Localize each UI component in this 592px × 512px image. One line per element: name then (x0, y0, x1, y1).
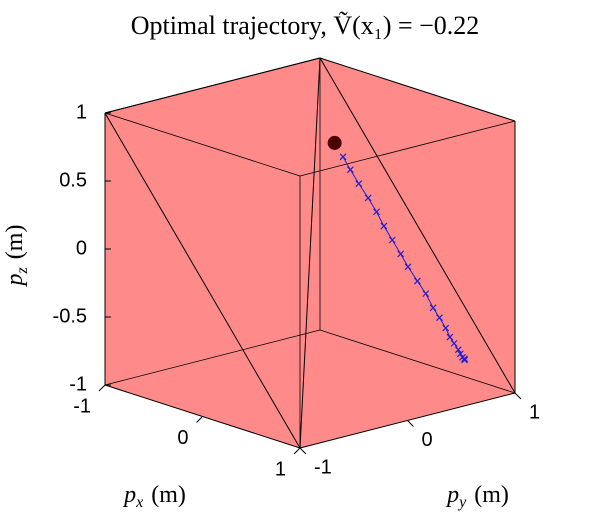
y-tick (299, 447, 307, 455)
trajectory-point (404, 263, 412, 271)
trajectory-point (429, 304, 437, 312)
cross-stroke (456, 350, 464, 358)
trajectory-point (373, 208, 380, 216)
trajectory-point (450, 339, 458, 347)
x-tick-label: 1 (275, 458, 286, 480)
trajectory-point (461, 356, 468, 364)
cross-stroke (436, 314, 443, 322)
x-tick (98, 384, 106, 392)
cross-stroke (429, 304, 437, 312)
box-edge (319, 57, 516, 394)
chart-title: Optimal trajectory, Ṽ(x₁) = −0.22 (131, 11, 480, 40)
box-edge (104, 57, 321, 114)
y-tick (514, 392, 522, 400)
cross-stroke (422, 290, 430, 298)
trajectory-point (442, 324, 450, 332)
cross-stroke (454, 346, 462, 354)
cross-stroke (461, 356, 468, 364)
z-label-unit: (m) (2, 225, 28, 260)
y-label-sub: y (457, 494, 467, 511)
y-label-var: p (445, 482, 459, 508)
x-tick (196, 416, 203, 423)
cross-stroke (397, 250, 405, 258)
cross-stroke (413, 277, 421, 285)
box-edge (299, 120, 516, 177)
cross-stroke (461, 355, 468, 363)
y-axis-label: py (m) (445, 482, 509, 511)
trajectory-point (461, 355, 468, 363)
x-tick-label: -1 (73, 395, 91, 417)
z-axis-label: pz (m) (2, 225, 31, 288)
cross-stroke (450, 339, 458, 347)
trajectory-point (339, 153, 347, 161)
z-tick-label: -1 (69, 373, 87, 395)
box-edge (299, 57, 321, 449)
x-label-sub: x (135, 494, 143, 511)
cross-stroke (380, 222, 388, 230)
cross-stroke (446, 333, 454, 341)
z-tick-label: 0.5 (59, 169, 87, 191)
y-tick-label: 0 (422, 429, 433, 451)
box-edge (104, 112, 301, 177)
trajectory-point (397, 250, 405, 258)
z-tick-label: -0.5 (53, 305, 87, 327)
trajectory-point (355, 180, 363, 188)
z-label-var: p (2, 273, 28, 287)
box-edge (104, 329, 321, 386)
x-tick-label: 0 (177, 427, 188, 449)
trajectory-point (446, 333, 454, 341)
cross-stroke (355, 180, 363, 188)
z-tick-label: 1 (76, 101, 87, 123)
trajectory-point (436, 314, 443, 322)
x-label-var: p (122, 482, 136, 508)
box-edge (319, 329, 516, 394)
y-tick-label: -1 (314, 456, 332, 478)
z-tick-label: 0 (76, 237, 87, 259)
box-edge (104, 112, 301, 449)
x-tick (293, 447, 301, 455)
y-label-unit: (m) (474, 482, 509, 508)
cross-stroke (339, 153, 347, 161)
z-label-sub: z (14, 266, 31, 274)
trajectory-point (454, 346, 462, 354)
cross-stroke (442, 324, 450, 332)
cross-stroke (388, 236, 396, 244)
cross-stroke (404, 263, 412, 271)
cross-stroke (346, 166, 354, 174)
y-tick (407, 420, 414, 427)
x-label-unit: (m) (151, 482, 186, 508)
trajectory-point (413, 277, 421, 285)
trajectory-point (388, 236, 396, 244)
cross-stroke (364, 194, 372, 202)
x-axis-label: px (m) (122, 482, 186, 511)
trajectory-point (422, 290, 430, 298)
box-edge (319, 57, 516, 122)
cross-stroke (373, 208, 380, 216)
trajectory-point (380, 222, 388, 230)
trajectory-point (364, 194, 372, 202)
trajectory-point (346, 166, 354, 174)
y-tick-label: 1 (529, 401, 540, 423)
start-point (327, 135, 342, 150)
